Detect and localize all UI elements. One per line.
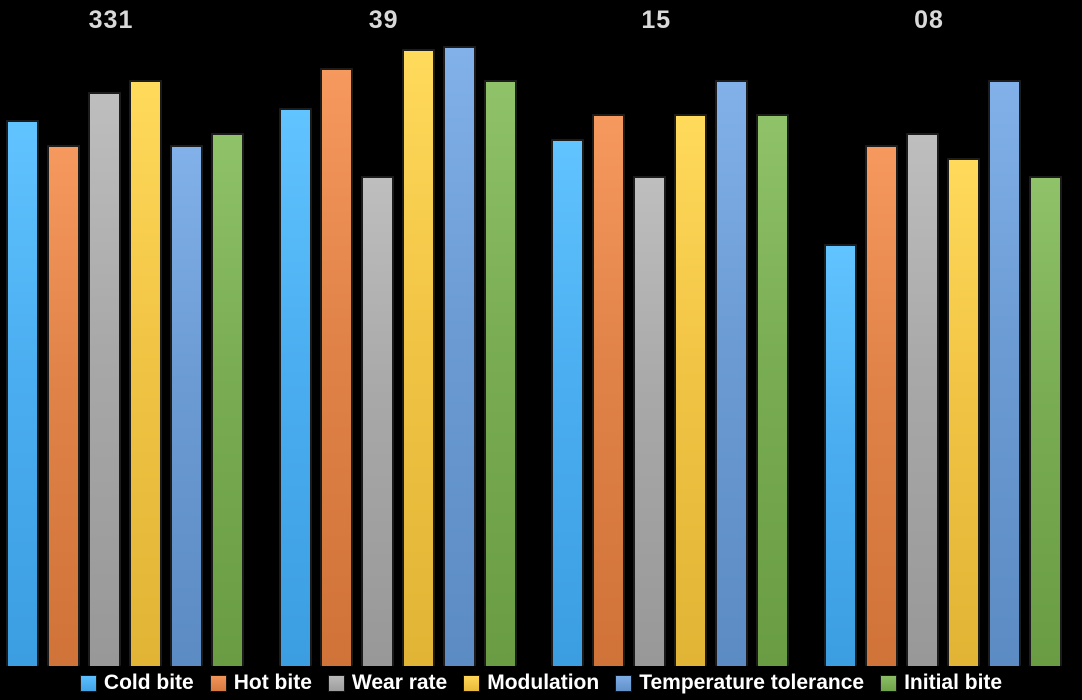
legend-swatch-temperature-tolerance — [615, 674, 633, 692]
legend-swatch-hot-bite — [209, 674, 227, 692]
category-group-39: 39 — [278, 0, 517, 666]
bar-wear-rate — [633, 176, 667, 666]
legend-item-modulation: Modulation — [463, 671, 599, 695]
bar-cluster — [551, 0, 790, 666]
legend-label-modulation: Modulation — [487, 671, 600, 694]
bar-cluster — [278, 0, 517, 666]
legend-label-hot-bite: Hot bite — [233, 671, 312, 694]
bar-initial-bite — [756, 114, 790, 666]
legend-label-wear-rate: Wear rate — [351, 671, 448, 694]
bar-wear-rate — [905, 133, 939, 666]
bar-temperature-tolerance — [987, 80, 1021, 666]
bar-hot-bite — [864, 145, 898, 666]
bar-initial-bite — [1028, 176, 1062, 666]
legend-item-temperature-tolerance: Temperature tolerance — [615, 671, 864, 695]
legend-swatch-wear-rate — [327, 674, 345, 692]
category-group-08: 08 — [823, 0, 1062, 666]
category-group-15: 15 — [551, 0, 790, 666]
legend-item-initial-bite: Initial bite — [880, 671, 1002, 695]
legend-swatch-modulation — [463, 674, 481, 692]
bar-cluster — [6, 0, 244, 666]
bar-temperature-tolerance — [442, 46, 476, 666]
legend: Cold bite Hot bite Wear rate Modulation Temp… — [0, 666, 1082, 700]
legend-item-wear-rate: Wear rate — [327, 671, 448, 695]
bar-cluster — [823, 0, 1062, 666]
bar-hot-bite — [592, 114, 626, 666]
category-group-331: 331 — [6, 0, 244, 666]
bar-initial-bite — [211, 133, 244, 666]
category-label: 15 — [641, 6, 672, 34]
legend-item-hot-bite: Hot bite — [209, 671, 312, 695]
bar-modulation — [129, 80, 162, 666]
bar-modulation — [946, 158, 980, 666]
bar-wear-rate — [360, 176, 394, 666]
bar-modulation — [401, 49, 435, 666]
legend-label-temperature-tolerance: Temperature tolerance — [639, 671, 865, 694]
bar-cold-bite — [823, 244, 857, 666]
bar-initial-bite — [483, 80, 517, 666]
legend-item-cold-bite: Cold bite — [79, 671, 194, 695]
bar-cold-bite — [278, 108, 312, 666]
bar-hot-bite — [47, 145, 80, 666]
bar-temperature-tolerance — [715, 80, 749, 666]
legend-label-initial-bite: Initial bite — [904, 671, 1003, 694]
bar-temperature-tolerance — [170, 145, 203, 666]
category-label: 39 — [368, 6, 399, 34]
bar-modulation — [674, 114, 708, 666]
legend-label-cold-bite: Cold bite — [103, 671, 194, 694]
legend-swatch-cold-bite — [79, 674, 97, 692]
category-label: 331 — [88, 6, 134, 34]
bar-cold-bite — [551, 139, 585, 666]
category-label: 08 — [914, 6, 944, 34]
legend-swatch-initial-bite — [880, 674, 898, 692]
bar-cold-bite — [6, 120, 39, 666]
bar-wear-rate — [88, 92, 121, 666]
plot-area: 331 39 15 08 — [6, 0, 1062, 666]
bar-hot-bite — [319, 68, 353, 666]
